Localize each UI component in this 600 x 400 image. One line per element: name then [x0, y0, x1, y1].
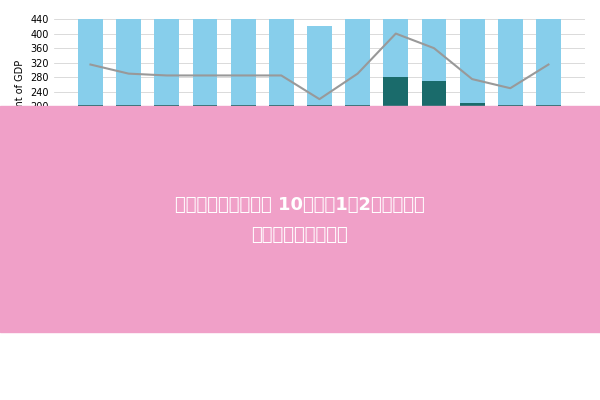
Private Sector: [163, 73, 170, 78]
Bar: [498, 104, 523, 106]
Bar: [269, 106, 293, 179]
Bar: [536, 106, 561, 179]
Private Sector: [202, 73, 209, 78]
Bar: [383, 0, 408, 77]
EU Threshold: [125, 118, 132, 123]
Private Sector: [87, 62, 94, 67]
Bar: [422, 1, 446, 81]
Bar: [231, 104, 256, 106]
EU Threshold: [87, 118, 94, 123]
Private Sector: [125, 71, 132, 76]
Bar: [154, 106, 179, 179]
Bar: [116, 106, 141, 179]
Bar: [193, 3, 217, 104]
Private Sector: [278, 73, 285, 78]
Private Sector: [469, 77, 476, 82]
Private Sector: [354, 71, 361, 76]
Bar: [231, 106, 256, 179]
Bar: [193, 104, 217, 106]
Bar: [498, 106, 523, 179]
Bar: [307, 26, 332, 104]
Bar: [154, 104, 179, 106]
Bar: [116, 104, 141, 106]
Bar: [498, 15, 523, 104]
Bar: [154, 3, 179, 104]
Bar: [116, 1, 141, 104]
Bar: [345, 106, 370, 179]
Bar: [193, 106, 217, 179]
Bar: [269, 3, 293, 104]
Private Sector: [239, 73, 247, 78]
Private Sector: [506, 86, 514, 91]
Bar: [460, 106, 485, 179]
Y-axis label: Per Cent of GDP: Per Cent of GDP: [15, 60, 25, 138]
Line: Private Sector: Private Sector: [91, 34, 548, 99]
Bar: [536, 0, 561, 104]
Legend: Non-Financial Corporates, Households, Private Sector, EU Threshold: Non-Financial Corporates, Households, Pr…: [184, 214, 455, 246]
Text: 登陆或明显影响我国: 登陆或明显影响我国: [251, 226, 349, 244]
Bar: [345, 1, 370, 104]
Bar: [269, 104, 293, 106]
Bar: [383, 106, 408, 179]
Bar: [231, 3, 256, 104]
Bar: [345, 104, 370, 106]
Bar: [307, 104, 332, 106]
Bar: [78, 0, 103, 104]
Bar: [78, 106, 103, 179]
Bar: [422, 81, 446, 106]
Bar: [78, 104, 103, 106]
Bar: [460, 103, 485, 106]
Private Sector: [430, 46, 437, 50]
Bar: [383, 77, 408, 106]
Bar: [307, 106, 332, 179]
Private Sector: [316, 97, 323, 102]
Text: 炒股杠杆平台哪家好 10月将有1至2个热带气旋: 炒股杠杆平台哪家好 10月将有1至2个热带气旋: [175, 196, 425, 214]
Bar: [422, 106, 446, 179]
Private Sector: [392, 31, 400, 36]
Private Sector: [545, 62, 552, 67]
Bar: [460, 6, 485, 103]
Bar: [536, 104, 561, 106]
